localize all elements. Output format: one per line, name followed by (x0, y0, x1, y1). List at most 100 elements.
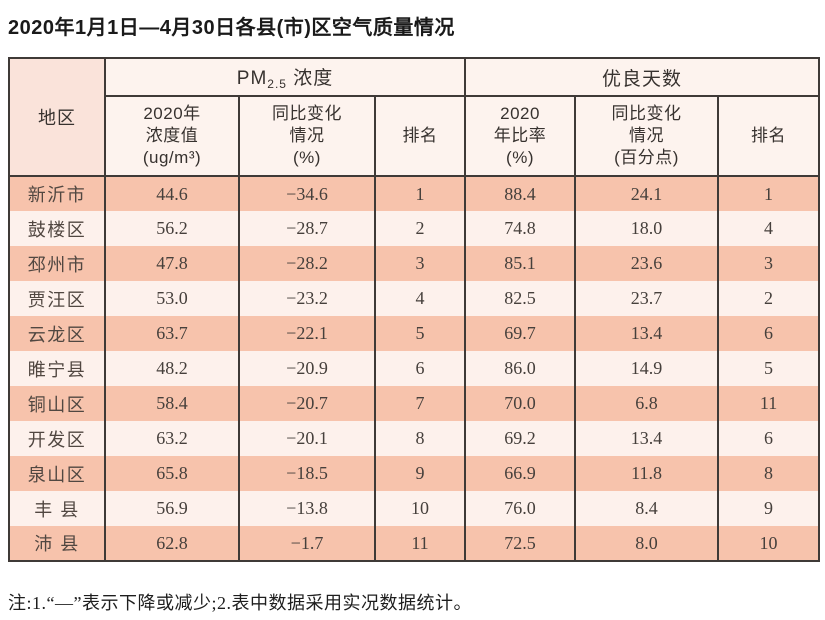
pm-value-cell: 58.4 (104, 386, 240, 421)
good-change-cell: 24.1 (574, 176, 720, 211)
pm-change-cell: −22.1 (238, 316, 376, 351)
pm25-label-suffix: 浓度 (286, 68, 334, 89)
good-ratio-cell: 72.5 (464, 526, 577, 561)
header-group-row: 地区 PM2.5 浓度 优良天数 (8, 57, 821, 177)
pm-change-cell: −20.7 (238, 386, 376, 421)
pm-rank-cell: 4 (373, 281, 467, 316)
pm-value-cell: 44.6 (104, 176, 240, 211)
pm-rank-cell: 6 (373, 351, 467, 386)
header-group-pm25: PM2.5 浓度 (103, 57, 467, 97)
region-cell: 云龙区 (8, 316, 106, 351)
air-quality-table: 地区 PM2.5 浓度 优良天数 2020年 浓度值 (ug/m³) 同比变化 … (8, 57, 821, 562)
good-rank-cell: 3 (717, 246, 821, 281)
pm-change-cell: −18.5 (238, 456, 376, 491)
pm-rank-cell: 2 (373, 211, 467, 246)
good-ratio-cell: 85.1 (464, 246, 577, 281)
table-row: 贾汪区 53.0 −23.2 4 82.5 23.7 2 (8, 281, 821, 316)
good-change-cell: 8.4 (574, 491, 720, 526)
region-cell: 开发区 (8, 421, 106, 456)
table-row: 云龙区 63.7 −22.1 5 69.7 13.4 6 (8, 316, 821, 351)
good-ratio-cell: 88.4 (464, 176, 577, 211)
table-body: 新沂市 44.6 −34.6 1 88.4 24.1 1 鼓楼区 56.2 −2… (8, 176, 821, 561)
good-change-cell: 23.7 (574, 281, 720, 316)
pm-value-cell: 62.8 (104, 526, 240, 561)
region-cell: 沛 县 (8, 526, 106, 561)
table-row: 铜山区 58.4 −20.7 7 70.0 6.8 11 (8, 386, 821, 421)
pm-rank-cell: 5 (373, 316, 467, 351)
table-header: 地区 PM2.5 浓度 优良天数 2020年 浓度值 (ug/m³) 同比变化 … (8, 57, 821, 177)
good-rank-cell: 5 (717, 351, 821, 386)
good-ratio-cell: 76.0 (464, 491, 577, 526)
header-group-good-days: 优良天数 (464, 57, 821, 97)
good-rank-cell: 4 (717, 211, 821, 246)
header-good-rank: 排名 (717, 95, 821, 177)
pm-rank-cell: 8 (373, 421, 467, 456)
good-rank-cell: 9 (717, 491, 821, 526)
header-sub-row: 2020年 浓度值 (ug/m³) 同比变化 情况 (%) 排名 2020 年比… (9, 95, 821, 177)
pm-change-cell: −34.6 (238, 176, 376, 211)
good-ratio-cell: 82.5 (464, 281, 577, 316)
pm-value-cell: 63.2 (104, 421, 240, 456)
good-rank-cell: 6 (717, 421, 821, 456)
good-rank-cell: 11 (717, 386, 821, 421)
pm-change-cell: −20.9 (238, 351, 376, 386)
good-rank-cell: 8 (717, 456, 821, 491)
table-row: 睢宁县 48.2 −20.9 6 86.0 14.9 5 (8, 351, 821, 386)
table-row: 新沂市 44.6 −34.6 1 88.4 24.1 1 (8, 176, 821, 211)
good-ratio-cell: 70.0 (464, 386, 577, 421)
good-ratio-cell: 69.7 (464, 316, 577, 351)
pm-rank-cell: 7 (373, 386, 467, 421)
good-ratio-cell: 74.8 (464, 211, 577, 246)
page-title: 2020年1月1日—4月30日各县(市)区空气质量情况 (8, 17, 455, 39)
region-cell: 丰 县 (8, 491, 106, 526)
good-ratio-cell: 69.2 (464, 421, 577, 456)
pm-rank-cell: 3 (373, 246, 467, 281)
table-row: 丰 县 56.9 −13.8 10 76.0 8.4 9 (8, 491, 821, 526)
pm-rank-cell: 9 (373, 456, 467, 491)
pm-rank-cell: 10 (373, 491, 467, 526)
region-cell: 贾汪区 (8, 281, 106, 316)
pm-change-cell: −20.1 (238, 421, 376, 456)
footnote: 注:1.“—”表示下降或减少;2.表中数据采用实况数据统计。 (8, 593, 472, 613)
region-cell: 铜山区 (8, 386, 106, 421)
good-rank-cell: 1 (717, 176, 821, 211)
table-row: 泉山区 65.8 −18.5 9 66.9 11.8 8 (8, 456, 821, 491)
header-good-ratio: 2020 年比率 (%) (464, 95, 577, 177)
region-cell: 邳州市 (8, 246, 106, 281)
good-ratio-cell: 66.9 (464, 456, 577, 491)
pm-change-cell: −23.2 (238, 281, 376, 316)
region-cell: 睢宁县 (8, 351, 106, 386)
good-rank-cell: 10 (717, 526, 821, 561)
pm-value-cell: 47.8 (104, 246, 240, 281)
region-cell: 新沂市 (8, 176, 106, 211)
pm-rank-cell: 1 (373, 176, 467, 211)
good-rank-cell: 6 (717, 316, 821, 351)
table-row: 开发区 63.2 −20.1 8 69.2 13.4 6 (8, 421, 821, 456)
pm-rank-cell: 11 (373, 526, 467, 561)
good-change-cell: 23.6 (574, 246, 720, 281)
pm-change-cell: −28.7 (238, 211, 376, 246)
header-pm-value: 2020年 浓度值 (ug/m³) (104, 95, 240, 177)
header-good-change: 同比变化 情况 (百分点) (574, 95, 720, 177)
pm-value-cell: 65.8 (104, 456, 240, 491)
pm-change-cell: −1.7 (238, 526, 376, 561)
region-cell: 鼓楼区 (8, 211, 106, 246)
good-change-cell: 8.0 (574, 526, 720, 561)
good-ratio-cell: 86.0 (464, 351, 577, 386)
good-change-cell: 11.8 (574, 456, 720, 491)
good-change-cell: 13.4 (574, 316, 720, 351)
pm-change-cell: −28.2 (238, 246, 376, 281)
pm-value-cell: 53.0 (104, 281, 240, 316)
table-row: 沛 县 62.8 −1.7 11 72.5 8.0 10 (8, 526, 821, 561)
pm-value-cell: 63.7 (104, 316, 240, 351)
pm-value-cell: 56.9 (104, 491, 240, 526)
pm25-label-prefix: PM (236, 68, 268, 89)
pm-value-cell: 48.2 (104, 351, 240, 386)
good-change-cell: 6.8 (574, 386, 720, 421)
good-change-cell: 14.9 (574, 351, 720, 386)
pm-change-cell: −13.8 (238, 491, 376, 526)
pm-value-cell: 56.2 (104, 211, 240, 246)
header-pm-change: 同比变化 情况 (%) (238, 95, 376, 177)
table-row: 邳州市 47.8 −28.2 3 85.1 23.6 3 (8, 246, 821, 281)
good-rank-cell: 2 (717, 281, 821, 316)
